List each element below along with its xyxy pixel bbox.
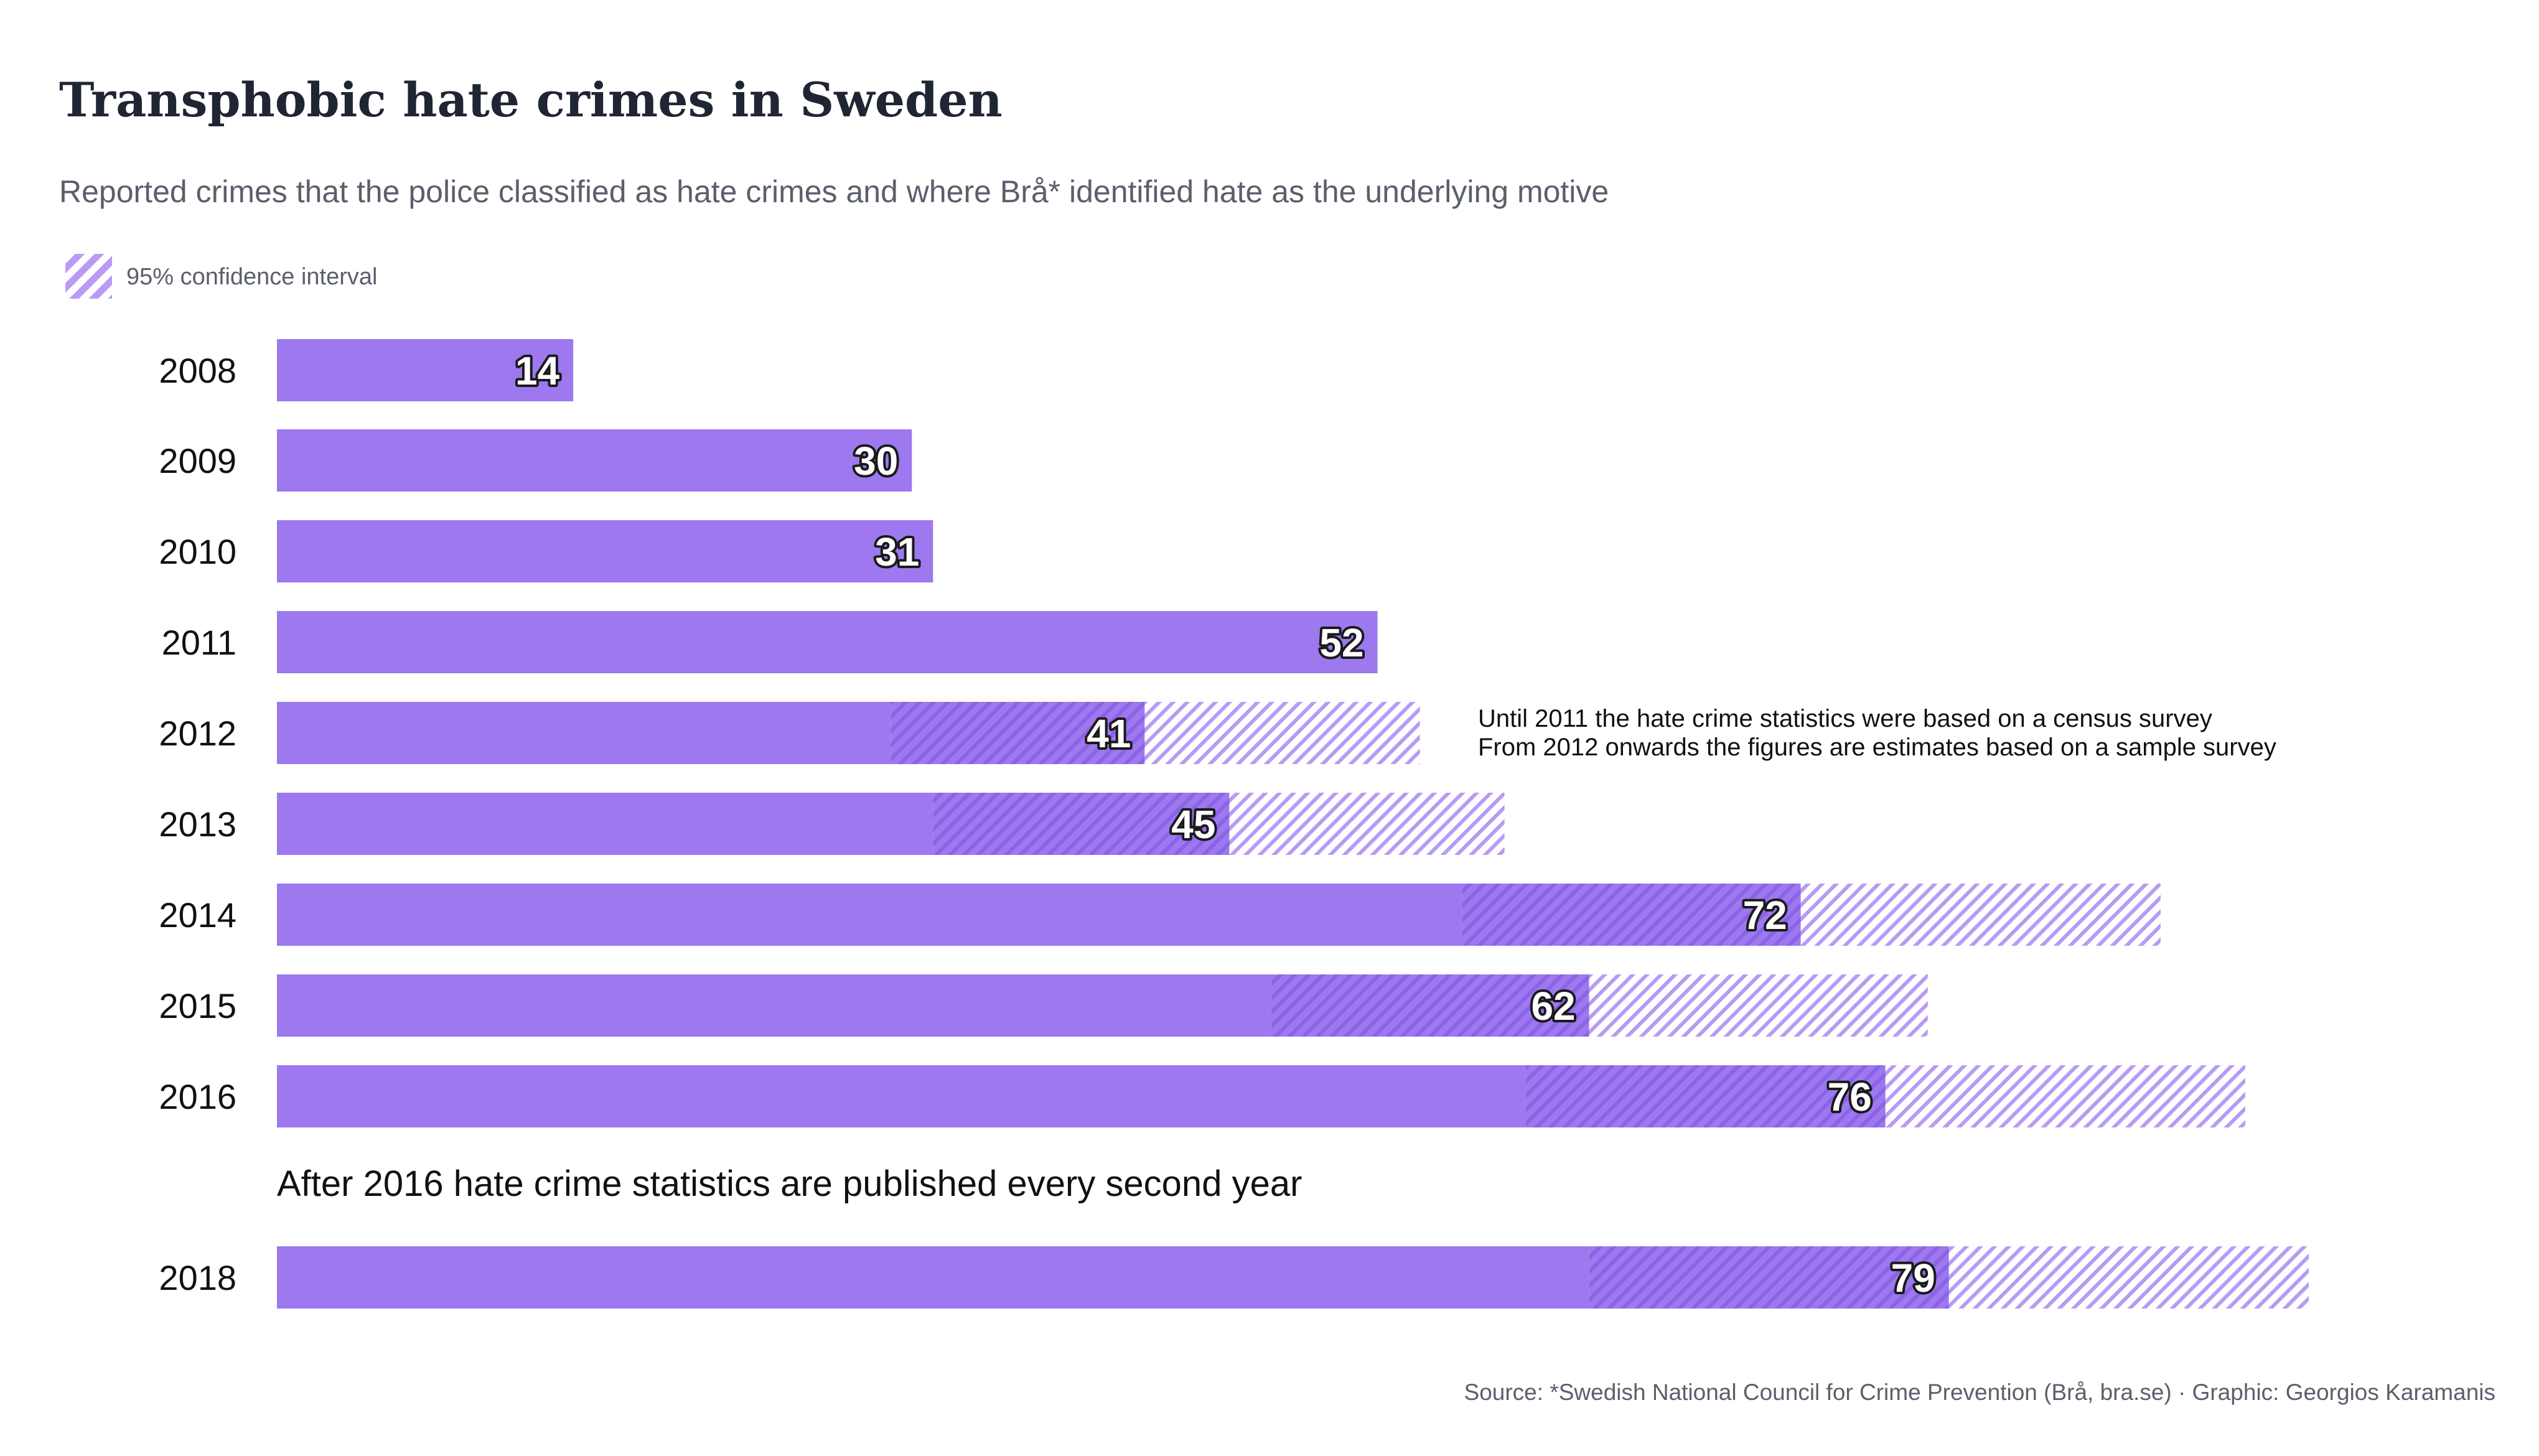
bar-row-2018: 2018 79 (159, 1246, 2309, 1309)
bar-row-2015: 2015 62 (159, 974, 1928, 1037)
bar (277, 793, 933, 855)
year-label: 2018 (159, 1258, 236, 1297)
value-label: 72 (1743, 893, 1787, 938)
bar-row-2013: 2013 45 (159, 793, 1505, 855)
legend: 95% confidence interval (65, 254, 377, 299)
ci-lower-segment (1462, 884, 1801, 946)
value-label: 62 (1531, 984, 1575, 1029)
year-label: 2013 (159, 805, 236, 844)
year-label: 2008 (159, 351, 236, 390)
year-label: 2016 (159, 1077, 236, 1116)
bar (277, 884, 1462, 946)
year-label: 2010 (159, 532, 236, 571)
year-label: 2009 (159, 441, 236, 480)
ci-upper-segment (1229, 793, 1505, 855)
bar (277, 611, 1378, 673)
annotation-survey-line-2: From 2012 onwards the figures are estima… (1478, 734, 2276, 761)
source-caption: Source: *Swedish National Council for Cr… (1464, 1379, 2495, 1405)
bars: 2008 14 2009 30 2010 31 2011 52 2012 41 2013 45 2014… (159, 339, 2309, 1309)
year-label: 2012 (159, 714, 236, 753)
year-label: 2015 (159, 986, 236, 1025)
ci-upper-segment (1885, 1065, 2245, 1127)
bar-row-2011: 2011 52 (162, 611, 1378, 673)
value-label: 76 (1828, 1075, 1872, 1119)
year-label: 2011 (162, 623, 236, 662)
year-label: 2014 (159, 895, 236, 935)
bar (277, 520, 933, 582)
annotation-survey-method: Until 2011 the hate crime statistics wer… (1478, 705, 2276, 761)
bar-row-2008: 2008 14 (159, 339, 574, 401)
chart-subtitle: Reported crimes that the police classifi… (59, 174, 1609, 209)
bar-row-2016: 2016 76 (159, 1065, 2245, 1127)
value-label: 79 (1891, 1256, 1935, 1300)
ci-upper-segment (1948, 1246, 2309, 1309)
value-label: 14 (515, 348, 560, 393)
ci-lower-segment (891, 702, 1145, 764)
annotation-biennial: After 2016 hate crime statistics are pub… (277, 1164, 1302, 1204)
ci-lower-segment (1271, 974, 1589, 1037)
ci-upper-segment (1589, 974, 1928, 1037)
bar-row-2009: 2009 30 (159, 429, 912, 492)
bar-row-2014: 2014 72 (159, 884, 2161, 946)
bar (277, 1065, 1526, 1127)
bar-row-2012: 2012 41 (159, 702, 1420, 764)
legend-label: 95% confidence interval (126, 264, 377, 290)
legend-swatch (65, 254, 112, 299)
bar (277, 1246, 1589, 1309)
bar (277, 339, 574, 401)
bar-row-2010: 2010 31 (159, 520, 933, 582)
bar (277, 974, 1272, 1037)
ci-lower-segment (933, 793, 1230, 855)
annotation-survey-line-1: Until 2011 the hate crime statistics wer… (1478, 705, 2212, 732)
ci-lower-segment (1589, 1246, 1949, 1309)
bar (277, 429, 912, 492)
ci-upper-segment (1800, 884, 2161, 946)
value-label: 30 (854, 439, 898, 483)
ci-upper-segment (1144, 702, 1420, 764)
value-label: 45 (1171, 802, 1215, 847)
chart-title: Transphobic hate crimes in Sweden (59, 72, 1003, 128)
value-label: 52 (1319, 620, 1363, 665)
value-label: 31 (875, 530, 919, 574)
value-label: 41 (1087, 711, 1131, 756)
bar (277, 702, 891, 764)
ci-lower-segment (1525, 1065, 1886, 1127)
